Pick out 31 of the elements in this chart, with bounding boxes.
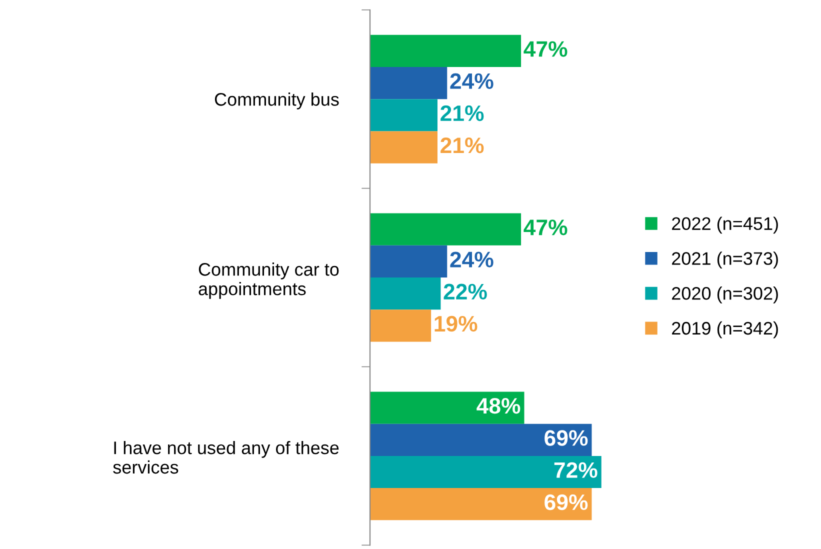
- bar: [370, 310, 432, 342]
- bar: [370, 488, 592, 520]
- bar: [370, 424, 592, 456]
- data-label: 47%: [524, 220, 568, 236]
- data-label: 24%: [450, 252, 494, 268]
- data-label: 24%: [450, 73, 494, 89]
- bar: [370, 99, 438, 132]
- y-tick-label: I have not used any of these services: [113, 440, 339, 474]
- data-label: 21%: [440, 138, 484, 154]
- data-label: 72%: [554, 462, 598, 478]
- bar: [370, 456, 602, 488]
- y-tick-label: Community car to appointments: [198, 262, 339, 299]
- bar: [370, 34, 522, 67]
- legend-label: 2021 (n=373): [672, 252, 778, 268]
- bar: [370, 66, 448, 100]
- data-label: 48%: [476, 398, 520, 414]
- data-label: 19%: [434, 316, 478, 332]
- data-label: 69%: [544, 430, 588, 446]
- y-tick-label: Community bus: [214, 92, 339, 110]
- bar: [370, 278, 441, 310]
- legend-label: 2020 (n=302): [672, 286, 778, 304]
- bar: [370, 245, 448, 278]
- data-label: 69%: [544, 494, 588, 510]
- bar: [370, 131, 438, 164]
- legend-label: 2022 (n=451): [672, 216, 778, 234]
- data-label: 21%: [440, 105, 484, 122]
- bar: [370, 213, 522, 246]
- data-label: 47%: [524, 41, 568, 57]
- bar: [370, 392, 524, 424]
- data-label: 22%: [444, 284, 487, 300]
- legend-label: 2019 (n=342): [672, 321, 778, 338]
